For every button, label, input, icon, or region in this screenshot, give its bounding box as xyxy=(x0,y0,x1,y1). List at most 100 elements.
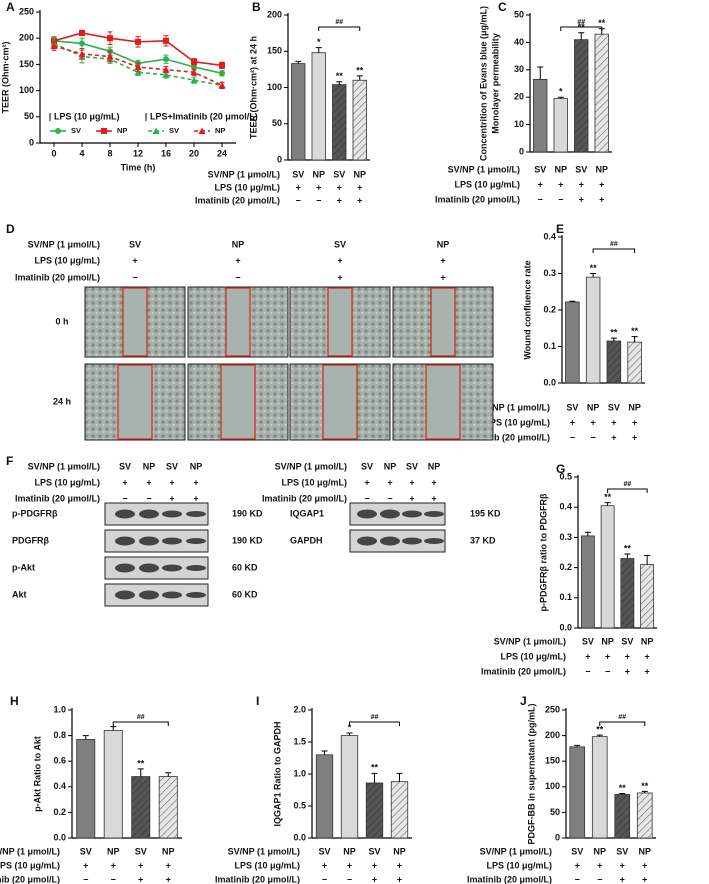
blot-band xyxy=(139,536,159,546)
category-label: NP xyxy=(638,846,651,856)
row-label: SV/NP (1 μmol/L) xyxy=(28,239,100,249)
condition-mark: + xyxy=(235,255,240,265)
condition-mark: − xyxy=(387,493,392,503)
y-axis-title: PDGF-BB in supernatant (pg/mL) xyxy=(526,704,536,845)
blot-band xyxy=(402,537,422,545)
y-tick-label: 100 xyxy=(545,781,560,791)
condition-mark: + xyxy=(570,417,575,427)
condition-mark: + xyxy=(337,182,342,192)
category-label: NP xyxy=(641,636,654,646)
category-label: SV xyxy=(368,846,380,856)
bracket xyxy=(599,721,646,726)
x-tick-label: 4 xyxy=(79,148,84,158)
category-label: SV xyxy=(616,846,628,856)
bracket-label: ## xyxy=(623,481,631,488)
marker xyxy=(219,62,225,69)
blot-label: Akt xyxy=(12,589,27,599)
wound-area xyxy=(225,287,251,357)
category-label: SV xyxy=(608,402,620,412)
condition-mark: + xyxy=(132,255,137,265)
blot-band xyxy=(186,538,206,544)
bar-hatch xyxy=(620,558,634,628)
category-label: SV xyxy=(292,169,304,179)
bar xyxy=(591,736,608,839)
blot-band xyxy=(357,509,377,519)
row-label: LPS (10 μg/mL) xyxy=(0,860,60,870)
blot-band xyxy=(115,536,135,546)
bar-hatch xyxy=(574,39,589,152)
row-label: SV/NP (1 μmol/L) xyxy=(494,636,566,646)
y-tick-label: 200 xyxy=(545,730,560,740)
category-label: SV xyxy=(582,636,594,646)
category-label: NP xyxy=(393,846,406,856)
condition-mark: + xyxy=(625,666,630,676)
y-axis-title: Monolayer permeability xyxy=(490,33,500,134)
wound-area xyxy=(430,287,456,357)
error-bar xyxy=(624,553,631,559)
bar-hatch xyxy=(594,34,609,152)
condition-mark: + xyxy=(632,417,637,427)
condition-mark: + xyxy=(166,874,171,884)
row-label: 0 h xyxy=(55,316,68,326)
bar xyxy=(340,735,359,839)
condition-mark: + xyxy=(357,182,362,192)
condition-mark: + xyxy=(625,651,630,661)
panel-label: D xyxy=(6,222,15,236)
marker xyxy=(55,128,61,134)
condition-mark: − xyxy=(605,666,610,676)
condition-mark: + xyxy=(599,179,604,189)
significance: ** xyxy=(371,763,379,773)
bracket xyxy=(560,26,603,31)
condition-mark: + xyxy=(322,860,327,870)
blot-label: p-PDGFRβ xyxy=(12,508,58,518)
y-tick-label: 0.1 xyxy=(559,592,572,602)
y-tick-label: 0.0 xyxy=(53,832,66,842)
y-tick-label: 0.5 xyxy=(293,800,306,810)
condition-mark: + xyxy=(538,179,543,189)
y-tick-label: 1.0 xyxy=(293,768,306,778)
row-label: Imatinib (20 μmol/L) xyxy=(195,195,280,205)
bar xyxy=(553,98,568,153)
y-tick-label: 200 xyxy=(19,33,34,43)
y-tick-label: 0.4 xyxy=(559,502,572,512)
row-label: LPS (10 μg/mL) xyxy=(214,182,280,192)
condition-mark: − xyxy=(538,194,543,204)
row-label: SV/NP (1 μmol/L) xyxy=(228,846,300,856)
panel-label: H xyxy=(10,694,19,708)
condition-mark: − xyxy=(83,874,88,884)
marker xyxy=(198,127,206,134)
condition-mark: + xyxy=(597,860,602,870)
column-label: NP xyxy=(384,461,397,471)
blot-band xyxy=(139,590,159,600)
blot-size: 190 KD xyxy=(232,508,263,518)
marker xyxy=(107,35,113,42)
condition-mark: + xyxy=(611,432,616,442)
condition-mark: − xyxy=(235,272,240,282)
legend-label: SV xyxy=(71,126,81,135)
y-tick-label: 0.1 xyxy=(543,341,556,351)
condition-mark: + xyxy=(122,477,127,487)
error-bar xyxy=(604,502,611,506)
y-tick-label: 1.5 xyxy=(293,736,306,746)
row-label: SV/NP (1 μmol/L) xyxy=(0,846,60,856)
marker xyxy=(135,38,141,45)
significance: ** xyxy=(641,781,649,791)
bracket-label: ## xyxy=(371,714,379,721)
panel-label: E xyxy=(556,222,564,236)
row-label: Imatinib (20 μmol/L) xyxy=(465,432,550,442)
significance: ** xyxy=(610,327,618,337)
y-tick-label: 0.4 xyxy=(543,231,556,241)
significance: * xyxy=(348,722,352,732)
y-tick-label: 0 xyxy=(519,146,524,156)
y-tick-label: 2.0 xyxy=(293,704,306,714)
x-tick-label: 24 xyxy=(217,148,227,158)
y-tick-label: 100 xyxy=(267,82,282,92)
blot-band xyxy=(162,564,182,572)
y-tick-label: 40 xyxy=(514,37,524,47)
column-label: SV xyxy=(361,461,373,471)
bar-hatch xyxy=(391,781,408,838)
bracket xyxy=(318,26,361,31)
condition-mark: + xyxy=(632,432,637,442)
y-tick-label: 150 xyxy=(19,59,34,69)
